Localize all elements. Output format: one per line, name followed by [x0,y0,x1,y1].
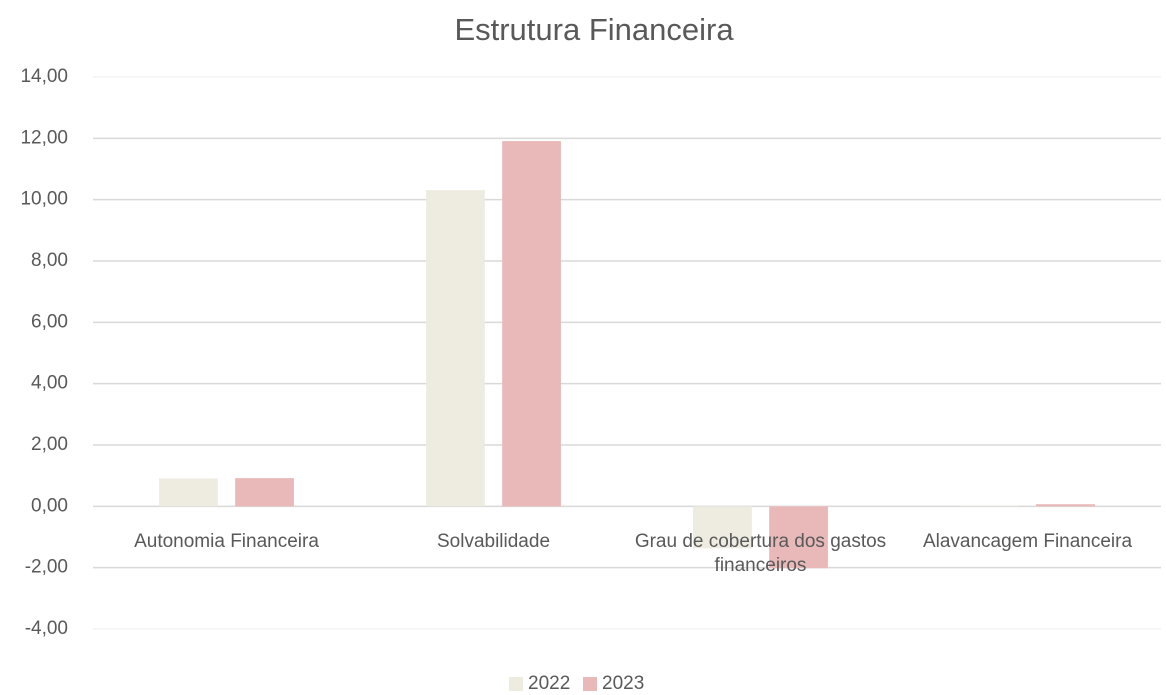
y-tick-label: 12,00 [20,127,68,148]
bar [159,478,218,507]
legend-label: 2023 [602,673,644,694]
y-tick-label: -4,00 [25,618,68,639]
legend-label: 2022 [528,673,570,694]
y-tick-label: 10,00 [20,189,68,210]
y-tick-label: -2,00 [25,557,68,578]
y-tick-label: 6,00 [31,311,68,332]
bar [235,478,294,507]
legend-swatch [583,677,597,691]
bar [693,506,752,549]
chart-title: Estrutura Financeira [454,12,734,47]
y-tick-label: 14,00 [20,66,68,87]
legend-swatch [509,677,523,691]
bar [769,506,828,569]
bar [426,190,485,507]
y-tick-label: 0,00 [31,495,68,516]
x-tick-label: Autonomia Financeira [134,531,319,553]
x-tick-label: Alavancagem Financeira [922,531,1133,553]
x-tick-label: Solvabilidade [436,531,551,553]
x-tick-label: Grau de cobertura dos gastos financeiros [634,531,887,577]
y-tick-label: 2,00 [31,434,68,455]
bar [502,141,561,507]
bar [1036,504,1095,507]
y-tick-label: 8,00 [31,250,68,271]
bar [960,505,1019,507]
y-tick-label: 4,00 [31,373,68,394]
